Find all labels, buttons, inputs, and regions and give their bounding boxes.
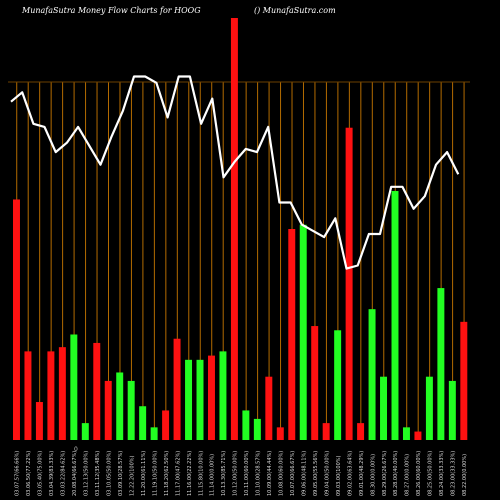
x-tick-label: 09.01.00(48.29%) bbox=[359, 451, 365, 496]
x-tick-label: 08.26.00(60.00%) bbox=[416, 451, 422, 496]
x-tick-label: 10.10.00(28.57%) bbox=[256, 451, 262, 496]
bar bbox=[311, 326, 319, 440]
x-tick-label: 08.22.00(0.00%) bbox=[462, 454, 468, 496]
bar bbox=[334, 330, 342, 440]
x-tick-label: 11.20.00(61.11%) bbox=[141, 451, 147, 496]
bar bbox=[242, 410, 250, 440]
bar bbox=[391, 191, 399, 440]
bar bbox=[116, 372, 124, 440]
bar bbox=[425, 376, 433, 440]
x-tick-label: 11.19.10(50.00%) bbox=[152, 451, 158, 496]
bar bbox=[437, 288, 445, 440]
chart-title-left: MunafaSutra Money Flow Charts for HOOG bbox=[22, 6, 201, 15]
bar bbox=[104, 380, 112, 440]
x-tick-label: 10.09.00(44.44%) bbox=[267, 451, 273, 496]
x-tick-label: 10.13.30(85.71%) bbox=[221, 451, 227, 496]
x-tick-label: 08.24.00(33.33%) bbox=[439, 451, 445, 496]
x-tick-label: 11.15.80(10.00%) bbox=[198, 451, 204, 496]
x-tick-label: 03.07.57(66.66%) bbox=[15, 451, 21, 496]
x-tick-label: 11.14.00(0.00%) bbox=[210, 454, 216, 496]
bar bbox=[24, 351, 32, 440]
bar bbox=[150, 427, 158, 440]
price-line bbox=[10, 75, 460, 270]
x-tick-label: 08.25.00(50.00%) bbox=[428, 451, 434, 496]
x-tick-label: 09.06.00(48.11%) bbox=[301, 451, 307, 496]
bar bbox=[448, 380, 456, 440]
bar bbox=[253, 418, 261, 440]
x-tick-label: 09.04.00(50.00%) bbox=[324, 451, 330, 496]
bar bbox=[265, 376, 273, 440]
x-tick-label: 03.06.50(77.22%) bbox=[26, 451, 32, 496]
bar bbox=[70, 334, 78, 440]
x-tick-label: 08.30.00(0.00%) bbox=[370, 454, 376, 496]
bar bbox=[219, 351, 227, 440]
x-tick-label: 11.16.00(22.22%) bbox=[187, 451, 193, 496]
bar bbox=[81, 423, 89, 440]
bar bbox=[185, 359, 193, 440]
x-tick-label: 10.12.00(50.00%) bbox=[233, 451, 239, 496]
x-tick-label: 08.28.00(40.00%) bbox=[393, 451, 399, 496]
bar bbox=[288, 229, 296, 440]
bar bbox=[402, 427, 410, 440]
bar bbox=[368, 309, 376, 440]
x-tick-label: 09.03.00(100%) bbox=[336, 455, 342, 496]
x-tick-label: 11.17.00(47.62%) bbox=[175, 451, 181, 496]
bar bbox=[345, 127, 353, 440]
x-tick-label: 12.22.20(100%) bbox=[129, 455, 135, 496]
chart-title-right: () MunafaSutra.com bbox=[254, 6, 336, 15]
bar bbox=[139, 406, 147, 440]
x-tick-label: 08.23.00(33.33%) bbox=[451, 451, 457, 496]
x-tick-label: 08.29.00(26.67%) bbox=[382, 451, 388, 496]
x-tick-label: 03.10.05(50.00%) bbox=[106, 451, 112, 496]
bar bbox=[276, 427, 284, 440]
x-tick-label: 03.12.13(50.00%) bbox=[84, 451, 90, 496]
bar bbox=[162, 410, 170, 440]
bar bbox=[127, 380, 135, 440]
x-tick-label: 03.05.40(75.00%) bbox=[38, 451, 44, 496]
bar bbox=[13, 199, 20, 440]
x-tick-label: 10.07.00(66.67%) bbox=[290, 451, 296, 496]
x-tick-label: 10.11.00(60.00%) bbox=[244, 451, 250, 496]
bar bbox=[380, 376, 388, 440]
x-tick-label: 11.18.20(62.50%) bbox=[164, 451, 170, 496]
bar bbox=[35, 402, 43, 440]
bar bbox=[414, 431, 422, 440]
x-tick-label: 03.11.12(35.48%) bbox=[95, 451, 101, 496]
bar bbox=[47, 351, 55, 440]
bar bbox=[357, 423, 365, 440]
bar bbox=[230, 18, 238, 440]
bar bbox=[207, 355, 215, 440]
bar bbox=[460, 321, 468, 440]
x-tick-label: 09.02.00(63.64%) bbox=[347, 451, 353, 496]
bar bbox=[58, 347, 66, 440]
bar bbox=[299, 224, 307, 440]
x-tick-label: 09.05.00(55.56%) bbox=[313, 451, 319, 496]
x-tick-label: 10.08.00(60.00%) bbox=[279, 451, 285, 496]
x-tick-label: 03.09.10(28.57%) bbox=[118, 451, 124, 496]
bar bbox=[93, 342, 101, 440]
x-tick-label: 03.03.22(84.62%) bbox=[61, 451, 67, 496]
x-tick-label: 08.27.00(0.00%) bbox=[405, 454, 411, 496]
bar bbox=[196, 359, 204, 440]
bar bbox=[322, 423, 330, 440]
bar bbox=[173, 338, 181, 440]
x-tick-label: 20.08.04(66.67%) bbox=[72, 451, 78, 496]
x-tick-label: 03.04.39(83.33%) bbox=[49, 451, 55, 496]
zero-label: 0 bbox=[74, 446, 78, 453]
